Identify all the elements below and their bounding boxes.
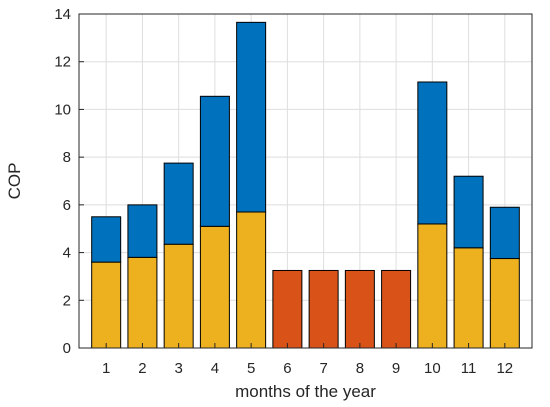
y-tick-label: 2 [63,292,71,309]
bar-segment-series-1-month-3 [163,243,194,349]
bar-segment-series-1-month-11 [453,247,484,349]
bar-segment-series-2-month-1 [91,216,122,263]
bars [91,21,520,349]
bar-segment-series-1-month-2 [127,256,158,349]
x-tick-label: 2 [138,360,146,377]
bar-segment-series-3-month-9 [381,269,412,349]
x-tick-label: 7 [319,360,327,377]
y-tick-label: 6 [63,197,71,214]
x-axis-ticks: 1 2 3 4 5 6 7 8 9 10 11 12 [102,343,513,377]
bar-segment-series-2-month-12 [489,206,520,260]
y-tick-label: 8 [63,149,71,166]
bar-segment-series-1-month-1 [91,261,122,349]
y-tick-label: 12 [54,54,71,71]
y-tick-label: 0 [63,340,71,357]
x-tick-label: 1 [102,360,110,377]
x-tick-label: 12 [496,360,513,377]
plot-frame [78,13,533,349]
bar-segment-series-2-month-2 [127,204,158,258]
bar-segment-series-2-month-5 [236,21,267,213]
y-axis-label: COP [5,163,24,200]
bar-segment-series-1-month-4 [199,225,230,349]
bar-segment-series-1-month-10 [417,223,448,349]
x-tick-label: 3 [174,360,182,377]
x-axis-label: months of the year [235,382,376,401]
bar-segment-series-1-month-12 [489,258,520,349]
y-tick-label: 14 [54,6,71,23]
x-tick-label: 9 [392,360,400,377]
y-axis-ticks: 0 2 4 6 8 10 12 14 [54,6,84,357]
y-tick-label: 10 [54,101,71,118]
x-tick-label: 6 [283,360,291,377]
x-tick-label: 4 [211,360,219,377]
bar-segment-series-3-month-7 [308,269,339,349]
bar-segment-series-3-month-6 [272,269,303,349]
bar-segment-series-2-month-4 [199,95,230,227]
bar-segment-series-2-month-3 [163,162,194,245]
bar-segment-series-2-month-11 [453,175,484,249]
x-tick-label: 5 [247,360,255,377]
x-tick-label: 11 [461,360,477,377]
y-tick-label: 4 [63,245,71,262]
x-tick-label: 10 [424,360,441,377]
bar-segment-series-1-month-5 [236,211,267,349]
bar-segment-series-3-month-8 [344,269,375,349]
x-tick-label: 8 [356,360,364,377]
bar-segment-series-2-month-10 [417,81,448,225]
